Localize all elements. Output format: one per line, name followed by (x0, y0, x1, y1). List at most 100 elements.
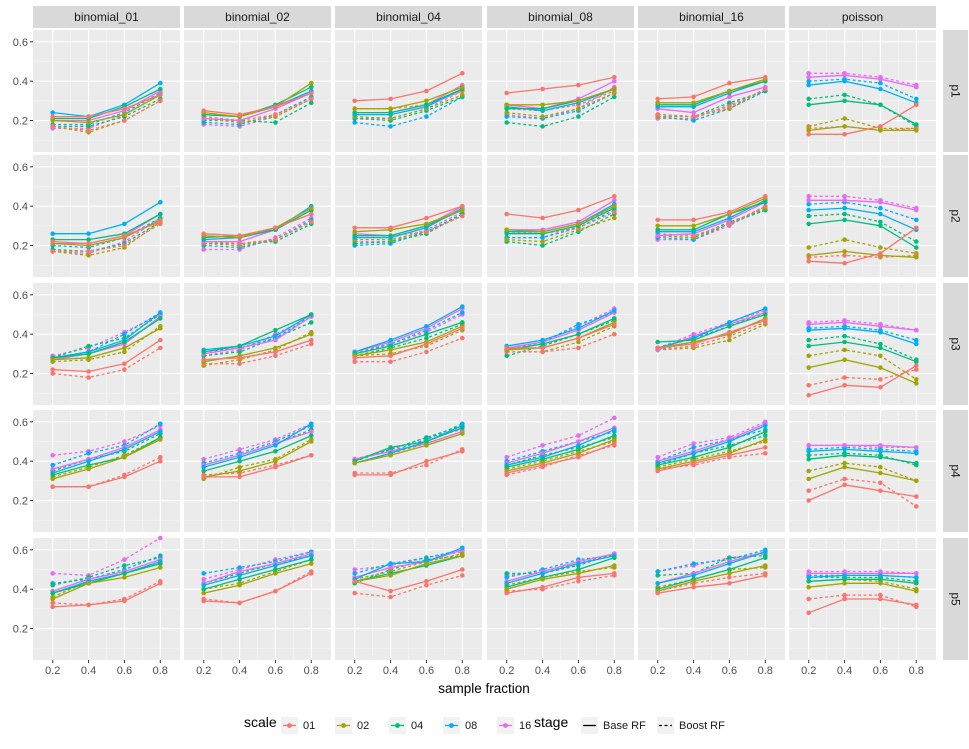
data-point-02 (612, 203, 617, 209)
series-line-01-base (52, 460, 161, 488)
data-point-01 (612, 441, 617, 446)
x-tick-label: 0.2 (347, 665, 362, 677)
data-point-08 (158, 80, 163, 86)
data-point-08 (763, 306, 768, 311)
data-point-01 (806, 132, 811, 137)
series-line-01-base (354, 72, 463, 102)
data-point-01 (424, 88, 429, 94)
data-point-01 (806, 383, 811, 388)
data-point-04 (309, 320, 314, 325)
series-line-02-boost (808, 117, 917, 130)
data-point-01 (691, 460, 696, 466)
data-point-01 (727, 104, 732, 109)
data-point-04 (388, 343, 393, 349)
series-line-16-base (506, 199, 615, 231)
series-line-01-base (657, 195, 766, 221)
series-line-02-boost (52, 325, 161, 363)
series-line-02-boost (657, 207, 766, 239)
legend-label-16: 16 (519, 720, 531, 732)
series-line-01-base (808, 598, 917, 614)
facet-label-binomial_16: binomial_16 (679, 10, 744, 24)
data-point-02 (460, 207, 465, 213)
data-point-01 (878, 251, 883, 256)
data-point-01 (424, 229, 429, 234)
y-tick-label: 0.4 (13, 201, 28, 213)
data-point-01 (842, 592, 847, 598)
data-point-02 (576, 221, 581, 227)
data-point-16 (655, 233, 660, 238)
series-line-02-base (203, 562, 312, 594)
series-line-16-boost (506, 417, 615, 458)
data-point-08 (806, 327, 811, 333)
data-point-04 (158, 86, 163, 92)
data-point-08 (273, 333, 278, 339)
data-point-16 (50, 571, 55, 576)
data-point-01 (122, 598, 127, 604)
series-line-02-base (52, 327, 161, 361)
data-point-04 (309, 433, 314, 438)
data-point-02 (122, 112, 127, 117)
data-point-16 (612, 198, 617, 203)
series-line-02-boost (354, 215, 463, 241)
series-line-01-boost (354, 448, 463, 474)
data-point-16 (763, 84, 768, 90)
data-point-01 (612, 194, 617, 199)
x-tick-label: 0.8 (607, 665, 622, 677)
panel-p5-binomial_08 (487, 538, 634, 660)
series-line-16-base (52, 429, 161, 470)
data-point-16 (576, 433, 581, 438)
x-tick-label: 0.6 (873, 665, 888, 677)
panel-p3-binomial_08 (487, 283, 634, 405)
x-tick-label: 0.2 (196, 665, 211, 677)
data-point-01 (806, 596, 811, 602)
data-point-04 (842, 333, 847, 339)
data-point-01 (763, 194, 768, 199)
data-point-01 (237, 600, 242, 606)
series-line-01-base (506, 323, 615, 349)
data-point-01 (612, 331, 617, 337)
data-point-02 (842, 464, 847, 470)
data-point-02 (273, 345, 278, 351)
data-point-16 (842, 443, 847, 448)
data-point-04 (612, 433, 617, 438)
data-point-04 (842, 217, 847, 223)
data-point-01 (540, 462, 545, 468)
data-point-02 (309, 205, 314, 211)
data-point-04 (237, 349, 242, 355)
data-point-02 (576, 571, 581, 576)
data-point-02 (388, 116, 393, 121)
series-line-02-base (52, 438, 161, 480)
series-line-08-base (203, 555, 312, 586)
data-point-04 (309, 100, 314, 106)
series-line-02-base (354, 432, 463, 464)
series-line-08-boost (203, 96, 312, 126)
data-point-16 (540, 443, 545, 448)
data-point-08 (806, 201, 811, 207)
data-point-01 (86, 241, 91, 246)
data-point-01 (352, 98, 358, 104)
data-point-04 (914, 122, 919, 127)
series-line-01-base (657, 574, 766, 594)
data-point-02 (842, 116, 847, 121)
data-point-01 (273, 588, 278, 594)
data-point-08 (878, 449, 883, 454)
data-point-01 (763, 74, 768, 80)
data-point-01 (424, 579, 429, 584)
y-tick-label: 0.6 (13, 37, 28, 49)
series-line-16-base (354, 549, 463, 579)
panel-p1-poisson (789, 30, 936, 152)
series-line-01-base (52, 339, 161, 373)
data-point-08 (388, 124, 393, 129)
data-point-08 (309, 421, 314, 427)
series-line-16-base (203, 553, 312, 584)
data-point-16 (237, 118, 242, 123)
series-line-04-boost (506, 319, 615, 357)
data-point-08 (763, 549, 768, 555)
data-point-01 (309, 90, 314, 96)
series-line-16-boost (808, 195, 917, 209)
data-point-01 (50, 371, 55, 376)
data-point-01 (460, 573, 465, 578)
data-point-02 (309, 561, 314, 566)
data-point-02 (914, 478, 919, 484)
data-point-01 (86, 369, 91, 374)
